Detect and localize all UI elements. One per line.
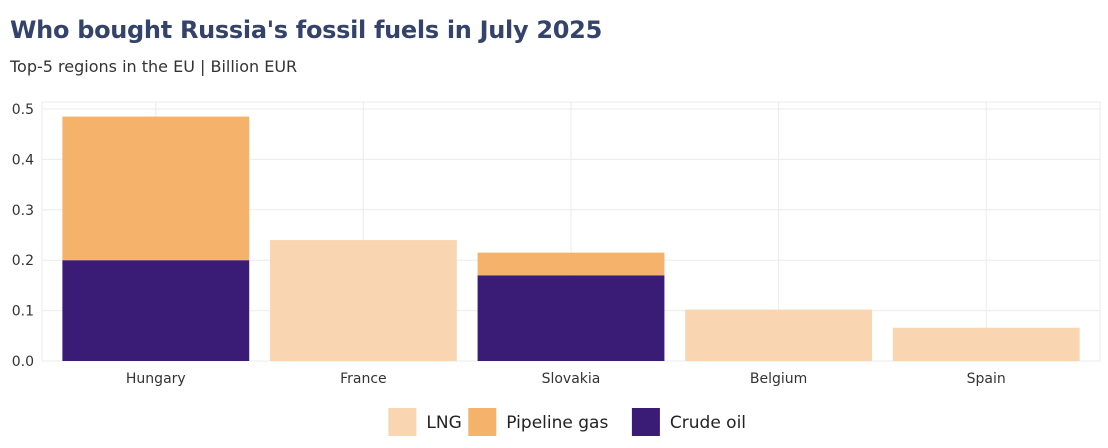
chart-subtitle: Top-5 regions in the EU | Billion EUR bbox=[10, 57, 298, 76]
legend-swatch-pipeline-gas bbox=[468, 408, 497, 436]
legend-label-lng: LNG bbox=[426, 413, 461, 433]
bar-hungary-pipeline-gas bbox=[62, 116, 250, 261]
legend-swatch-lng bbox=[388, 408, 417, 436]
y-axis-ticks: 0.0 0.1 0.2 0.3 0.4 0.5 bbox=[12, 102, 34, 370]
x-axis-ticks: Hungary France Slovakia Belgium Spain bbox=[126, 371, 1006, 387]
y-tick-label: 0.0 bbox=[12, 354, 34, 370]
bar-slovakia-pipeline-gas bbox=[477, 252, 665, 276]
bars bbox=[62, 116, 1080, 361]
bar-france-lng bbox=[269, 240, 457, 361]
y-tick-label: 0.4 bbox=[12, 152, 34, 168]
bar-spain-lng bbox=[892, 327, 1080, 361]
legend: LNG Pipeline gas Crude oil bbox=[388, 408, 746, 436]
y-tick-label: 0.5 bbox=[12, 102, 34, 118]
x-tick-label-slovakia: Slovakia bbox=[542, 371, 601, 387]
y-tick-label: 0.3 bbox=[12, 203, 34, 219]
bar-belgium-lng bbox=[685, 309, 873, 361]
bar-slovakia-crude-oil bbox=[477, 275, 665, 361]
bar-hungary-crude-oil bbox=[62, 260, 250, 361]
x-tick-label-hungary: Hungary bbox=[126, 371, 186, 387]
x-tick-label-belgium: Belgium bbox=[750, 371, 807, 387]
y-tick-label: 0.2 bbox=[12, 253, 34, 269]
y-tick-label: 0.1 bbox=[12, 304, 34, 320]
x-tick-label-spain: Spain bbox=[967, 371, 1006, 387]
legend-label-crude-oil: Crude oil bbox=[670, 413, 746, 433]
legend-label-pipeline-gas: Pipeline gas bbox=[506, 413, 608, 433]
x-tick-label-france: France bbox=[340, 371, 387, 387]
legend-swatch-crude-oil bbox=[631, 408, 660, 436]
chart-title: Who bought Russia's fossil fuels in July… bbox=[10, 16, 602, 44]
